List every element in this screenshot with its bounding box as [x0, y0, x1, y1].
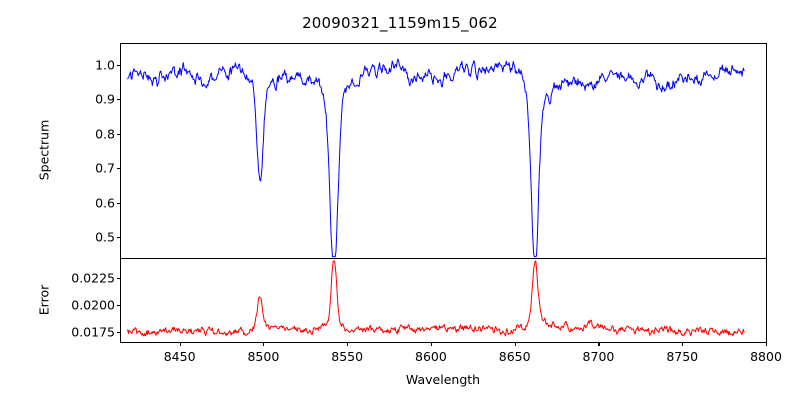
x-tick-label: 8450 — [163, 349, 196, 364]
y-tick-label: 0.9 — [95, 91, 115, 107]
x-tick-mark — [347, 342, 349, 346]
x-tick-label: 8750 — [666, 349, 699, 364]
x-tick-mark — [263, 342, 265, 346]
x-tick-label: 8600 — [415, 349, 447, 364]
y-tick-mark — [117, 168, 121, 170]
spectrum-data-line — [128, 59, 744, 256]
spectrum-axes: 0.5 0.6 0.7 0.8 0.9 1.0 — [95, 43, 767, 258]
y-tick-label: 0.8 — [95, 126, 115, 142]
spectrum-plot-area — [121, 44, 766, 258]
y-tick-mark — [117, 304, 121, 306]
x-tick-label: 8550 — [331, 349, 364, 364]
x-tick-mark — [514, 342, 516, 346]
x-tick-label: 8700 — [582, 349, 615, 364]
y-tick-label: 1.0 — [95, 57, 115, 73]
y-tick-mark — [117, 237, 121, 239]
x-tick-label: 8650 — [498, 349, 531, 364]
x-tick-mark — [430, 342, 433, 346]
y-tick-label: 0.0175 — [71, 324, 115, 340]
y-tick-label: 0.5 — [95, 229, 115, 245]
error-plot-area — [121, 259, 766, 342]
y-tick-label: 0.6 — [95, 195, 115, 211]
spectrum-y-axis-label: Spectrum — [36, 119, 52, 181]
x-tick-mark — [682, 342, 684, 346]
y-tick-mark — [117, 277, 121, 279]
error-y-axis-label: Error — [36, 284, 52, 316]
y-tick-mark — [117, 133, 121, 135]
x-tick-label: 8500 — [247, 349, 280, 364]
y-tick-label: 0.7 — [95, 160, 115, 176]
error-axes: 0.0175 0.0200 0.0225 8450 8500 8550 8600 8650 87… — [71, 258, 782, 364]
y-tick-label: 0.0200 — [71, 297, 115, 313]
x-tick-mark — [766, 342, 768, 346]
x-axis-label: Wavelength — [405, 372, 481, 387]
y-tick-mark — [117, 331, 121, 333]
error-data-line — [128, 261, 744, 336]
y-tick-label: 0.0225 — [71, 270, 115, 286]
x-tick-mark — [179, 342, 181, 346]
x-tick-mark — [598, 342, 600, 346]
y-tick-mark — [117, 202, 121, 204]
x-tick-label: 8800 — [750, 349, 782, 364]
y-tick-mark — [117, 99, 121, 101]
chart-title: 20090321_1159m15_062 — [302, 14, 498, 32]
y-tick-mark — [117, 64, 121, 66]
